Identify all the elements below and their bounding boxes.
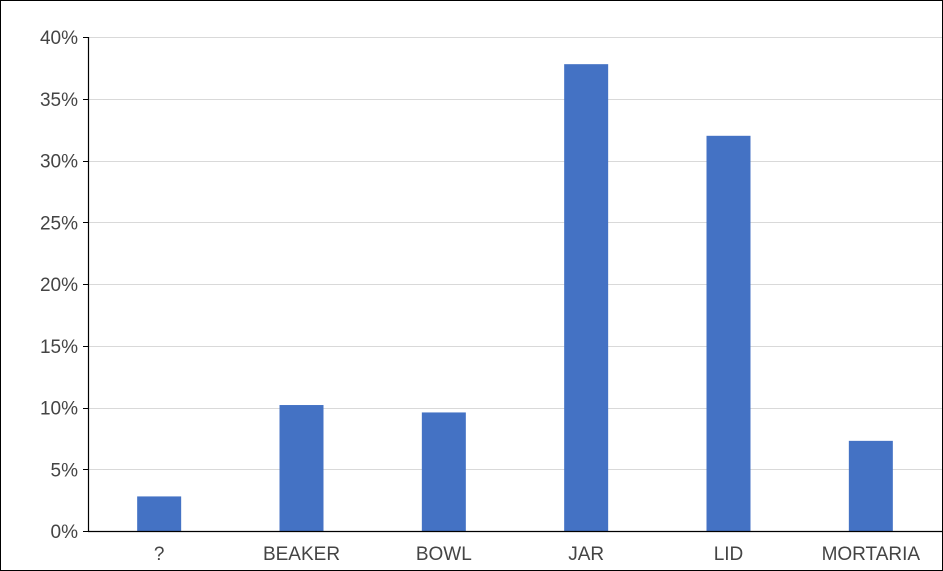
gridlines <box>88 37 942 470</box>
x-tick-label-1: BEAKER <box>263 544 340 565</box>
bar-1 <box>279 405 324 531</box>
bars <box>137 64 893 532</box>
y-tick-label-7: 35% <box>40 90 78 111</box>
y-tick-label-4: 20% <box>40 275 78 296</box>
x-tick-label-2: BOWL <box>416 544 472 565</box>
axes <box>83 37 942 533</box>
y-tick-label-0: 0% <box>51 522 79 543</box>
bar-3 <box>564 64 609 532</box>
bar-5 <box>848 440 893 531</box>
bar-0 <box>137 496 182 531</box>
x-tick-label-3: JAR <box>568 544 604 565</box>
y-tick-label-5: 25% <box>40 213 78 234</box>
y-tick-label-6: 30% <box>40 152 78 173</box>
y-tick-label-8: 40% <box>40 28 78 49</box>
x-tick-label-4: LID <box>714 544 744 565</box>
bar-2 <box>421 412 466 531</box>
x-tick-label-0: ? <box>154 544 165 565</box>
y-axis-tick-labels: 0% 5% 10% 15% 20% 25% 30% 35% 40% <box>40 28 78 543</box>
x-axis-tick-labels: ? BEAKER BOWL JAR LID MORTARIA <box>154 544 921 565</box>
y-tick-label-3: 15% <box>40 337 78 358</box>
bar-4 <box>706 135 751 532</box>
x-tick-label-5: MORTARIA <box>822 544 921 565</box>
y-tick-label-2: 10% <box>40 399 78 420</box>
y-tick-label-1: 5% <box>51 460 79 481</box>
